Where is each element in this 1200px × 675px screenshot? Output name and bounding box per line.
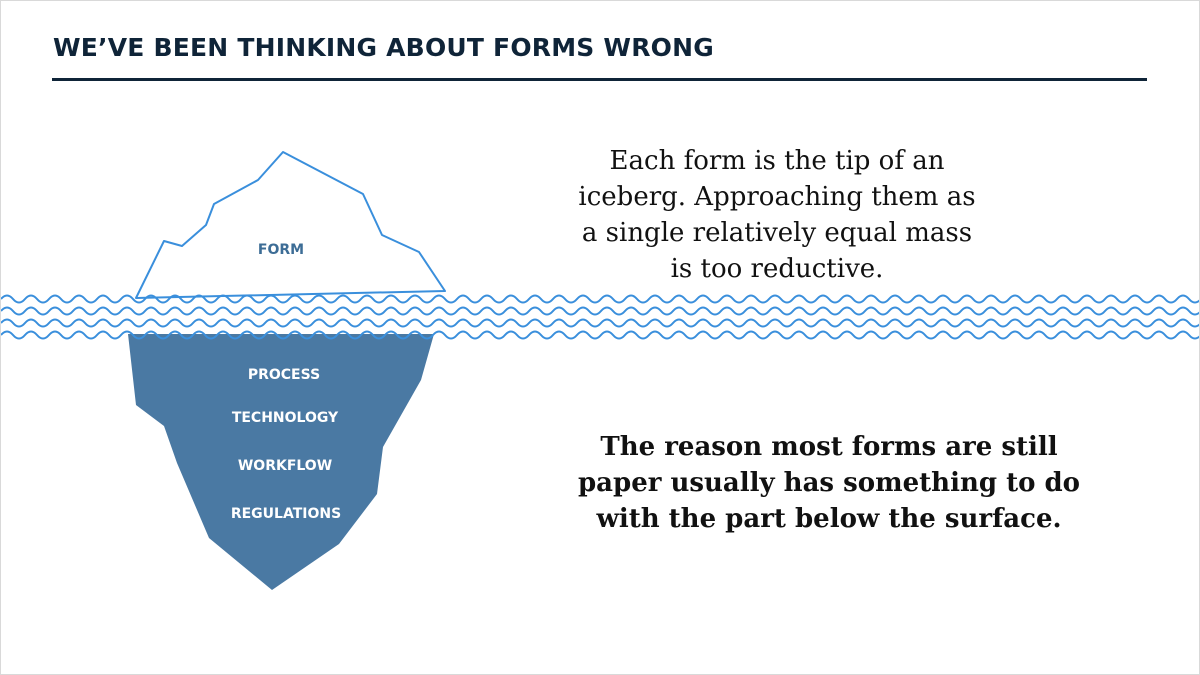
below-label-regulations: REGULATIONS [231, 506, 341, 522]
below-label-technology: TECHNOLOGY [232, 410, 339, 426]
water-surface [1, 294, 1199, 340]
slide-title: WE’VE BEEN THINKING ABOUT FORMS WRONG [53, 33, 714, 62]
above-surface-label: FORM [258, 242, 304, 258]
title-underline [52, 78, 1147, 81]
iceberg-tip-shape [135, 151, 446, 299]
wave-line-4 [1, 330, 1199, 340]
below-surface-conclusion-text: The reason most forms are still paper us… [577, 432, 1081, 534]
wave-line-1 [1, 294, 1199, 304]
below-label-workflow: WORKFLOW [238, 458, 332, 474]
wave-line-2 [1, 306, 1199, 316]
wave-line-3 [1, 318, 1199, 328]
below-label-process: PROCESS [248, 367, 320, 383]
iceberg-submerged-shape [128, 334, 434, 590]
iceberg-explanation-text: Each form is the tip of an iceberg. Appr… [578, 146, 976, 284]
